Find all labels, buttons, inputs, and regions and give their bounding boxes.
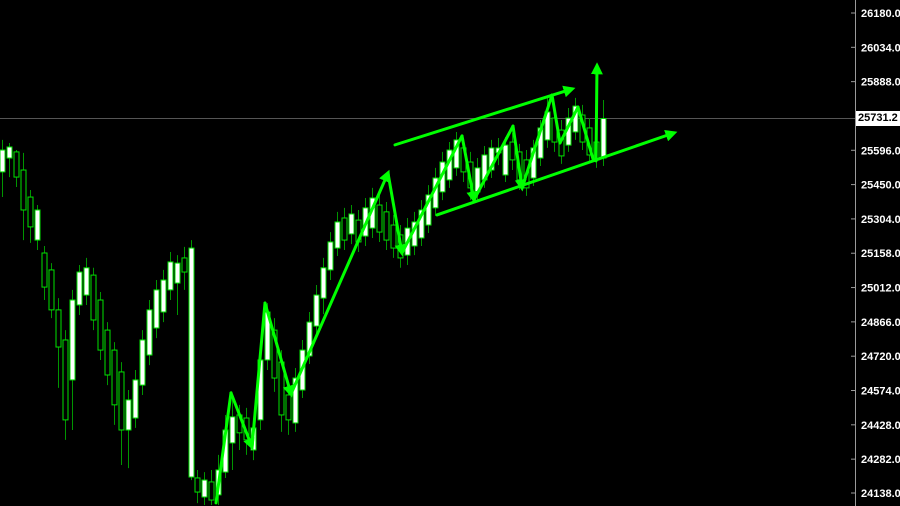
candle-body (502, 144, 509, 176)
candle-body (13, 151, 20, 178)
price-axis-label: 24574.0 (861, 386, 900, 398)
candle-body (194, 477, 201, 493)
candle-body (425, 194, 432, 226)
candle-body (125, 399, 132, 431)
zigzag-leg[interactable] (400, 134, 464, 255)
price-axis-label: 26034.0 (861, 42, 900, 54)
candle-body (69, 299, 76, 381)
channel-upper-trendline[interactable] (393, 85, 576, 147)
candle-body (0, 149, 6, 173)
candle-body (146, 309, 153, 356)
price-axis-label: 24282.0 (861, 454, 900, 466)
candle-body (320, 267, 327, 299)
projection-arrow-up[interactable] (590, 62, 603, 163)
candle-body (153, 289, 160, 329)
candle-body (418, 209, 425, 239)
candle-body (376, 204, 383, 233)
zigzag-leg[interactable] (250, 301, 267, 449)
candle-body (292, 377, 299, 424)
price-axis-label: 25158.0 (861, 248, 900, 260)
candle-body (313, 294, 320, 327)
candle-body (34, 209, 41, 241)
candle-body (104, 329, 111, 376)
price-axis-label: 25304.0 (861, 214, 900, 226)
candle-body (181, 257, 188, 273)
candle-body (188, 247, 195, 478)
candle-body (111, 349, 118, 406)
candle-body (27, 196, 34, 228)
zigzag-leg[interactable] (472, 124, 515, 202)
zigzag-leg[interactable] (460, 134, 479, 204)
candle-body (20, 169, 27, 211)
candle-body (174, 262, 181, 284)
candle-body (271, 329, 278, 379)
zigzag-leg[interactable] (550, 93, 562, 145)
candle-body (341, 217, 348, 241)
candle-body (509, 141, 516, 161)
candle-body (600, 117, 607, 159)
price-axis-label: 26180.0 (861, 8, 900, 20)
candle-body (55, 309, 62, 348)
candle-body (334, 221, 341, 249)
price-axis-label: 24866.0 (861, 317, 900, 329)
candle-body (208, 481, 215, 501)
zigzag-leg[interactable] (520, 93, 554, 190)
candle-body (285, 394, 292, 421)
price-axis[interactable]: 26180.0 26034.0 25888.0 25596.0 25450.0 25304… (851, 0, 900, 506)
candle-body (383, 211, 390, 241)
zigzag-leg[interactable] (214, 391, 233, 505)
zigzag-leg[interactable] (386, 171, 407, 257)
candle-body (139, 339, 146, 386)
channel-lower-trendline[interactable] (435, 129, 678, 217)
current-price-label: 25731.2 (856, 110, 900, 126)
zigzag-leg[interactable] (576, 105, 595, 161)
zigzag-leg[interactable] (289, 169, 391, 396)
price-axis-label: 25012.0 (861, 283, 900, 295)
price-axis-label: 25888.0 (861, 77, 900, 89)
candle-body (90, 274, 97, 321)
candle-body (97, 299, 104, 351)
candle-body (160, 279, 167, 313)
candle-body (62, 339, 69, 421)
candle-body (306, 321, 313, 357)
candle-body (48, 269, 55, 311)
candle-body (118, 371, 125, 431)
candle-body (201, 479, 208, 498)
price-axis-label: 25596.0 (861, 145, 900, 157)
candle-body (167, 261, 174, 291)
candles-layer (0, 95, 607, 505)
price-axis-label: 25450.0 (861, 180, 900, 192)
price-axis-label: 24138.0 (861, 488, 900, 500)
candle-body (348, 213, 355, 235)
zigzag-leg[interactable] (511, 124, 527, 192)
candle-body (132, 379, 139, 419)
zigzag-leg[interactable] (229, 391, 255, 451)
candle-body (229, 416, 236, 444)
zigzag-leg[interactable] (263, 301, 295, 398)
price-axis-label: 24720.0 (861, 351, 900, 363)
price-axis-label: 24428.0 (861, 420, 900, 432)
candle-body (83, 267, 90, 296)
candle-body (390, 224, 397, 249)
candle-body (327, 241, 334, 271)
zigzag-leg[interactable] (558, 105, 580, 145)
candle-body (6, 146, 13, 159)
candle-body (76, 271, 83, 306)
candle-body (41, 252, 48, 288)
drawings-layer (214, 62, 678, 505)
